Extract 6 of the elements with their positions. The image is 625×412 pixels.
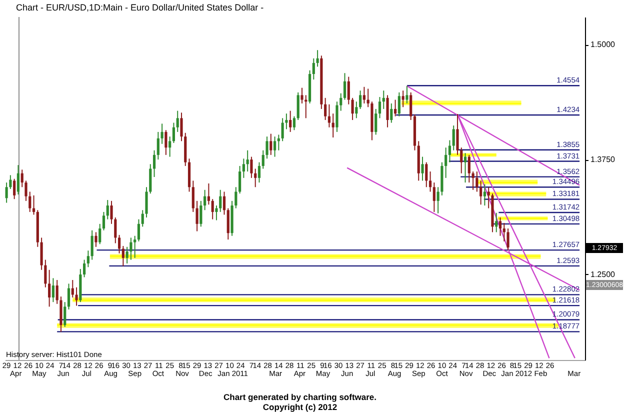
y-tick-label: 1.3750 — [590, 155, 616, 164]
y-tick-label: 1.5000 — [590, 40, 616, 50]
text: Chart generated by charting software. — [223, 392, 377, 402]
y-tick-label: 1.2500 — [590, 270, 616, 279]
chart-title: Chart - EUR/USD,1D:Main - Euro Dollar/United States Dollar - — [16, 2, 264, 12]
text: Copyright (c) 2012 — [262, 402, 338, 412]
